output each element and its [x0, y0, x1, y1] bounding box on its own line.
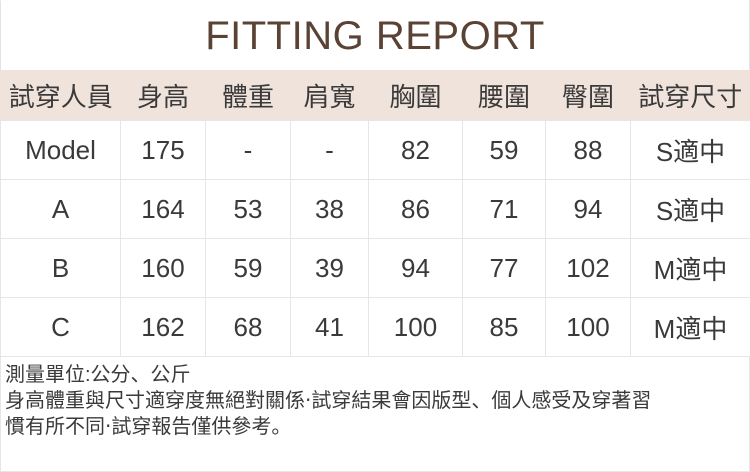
column-header-height: 身高: [120, 70, 206, 121]
cell-hip: 88: [545, 120, 631, 180]
cell-shoulder: 41: [290, 297, 369, 357]
column-header-bust: 胸圍: [368, 70, 463, 121]
table-body: Model 175 - - 82 59 88 S適中 A 164 53 38 8…: [0, 120, 750, 357]
column-header-waist: 腰圍: [462, 70, 546, 121]
footnote-line-reference: 慣有所不同‧試穿報告僅供參考。: [5, 416, 292, 438]
cell-size: S適中: [630, 179, 750, 239]
table-row: A 164 53 38 86 71 94 S適中: [0, 179, 750, 239]
cell-bust: 82: [368, 120, 463, 180]
cell-hip: 102: [545, 238, 631, 298]
cell-waist: 77: [462, 238, 546, 298]
column-header-person: 試穿人員: [0, 70, 121, 121]
table-header-row: 試穿人員 身高 體重 肩寬 胸圍 腰圍 臀圍 試穿尺寸: [0, 70, 750, 121]
table-row: B 160 59 39 94 77 102 M適中: [0, 238, 750, 298]
cell-height: 160: [120, 238, 206, 298]
cell-bust: 86: [368, 179, 463, 239]
fitting-report-table: 試穿人員 身高 體重 肩寬 胸圍 腰圍 臀圍 試穿尺寸 Model 175 - …: [0, 70, 750, 357]
cell-person: A: [0, 179, 121, 239]
column-header-hip: 臀圍: [545, 70, 631, 121]
table-header: 試穿人員 身高 體重 肩寬 胸圍 腰圍 臀圍 試穿尺寸: [0, 70, 750, 121]
cell-hip: 100: [545, 297, 631, 357]
cell-shoulder: -: [290, 120, 369, 180]
column-header-shoulder: 肩寬: [290, 70, 369, 121]
column-header-size: 試穿尺寸: [630, 70, 750, 121]
cell-height: 164: [120, 179, 206, 239]
cell-weight: 59: [205, 238, 291, 298]
cell-height: 162: [120, 297, 206, 357]
footnote-block: 測量單位:公分、公斤 身高體重與尺寸適穿度無絕對關係‧試穿結果會因版型、個人感受…: [0, 357, 750, 472]
cell-person: C: [0, 297, 121, 357]
cell-shoulder: 39: [290, 238, 369, 298]
table-row: C 162 68 41 100 85 100 M適中: [0, 297, 750, 357]
table-row: Model 175 - - 82 59 88 S適中: [0, 120, 750, 180]
cell-size: M適中: [630, 238, 750, 298]
cell-person: Model: [0, 120, 121, 180]
cell-size: M適中: [630, 297, 750, 357]
cell-bust: 94: [368, 238, 463, 298]
footnote-line-disclaimer: 身高體重與尺寸適穿度無絕對關係‧試穿結果會因版型、個人感受及穿著習: [5, 390, 652, 412]
cell-waist: 71: [462, 179, 546, 239]
cell-shoulder: 38: [290, 179, 369, 239]
page-title: FITTING REPORT: [205, 13, 545, 58]
cell-size: S適中: [630, 120, 750, 180]
cell-weight: 53: [205, 179, 291, 239]
cell-weight: -: [205, 120, 291, 180]
cell-waist: 59: [462, 120, 546, 180]
title-bar: FITTING REPORT: [0, 0, 750, 70]
cell-weight: 68: [205, 297, 291, 357]
cell-height: 175: [120, 120, 206, 180]
footnote-line-units: 測量單位:公分、公斤: [5, 364, 191, 386]
cell-waist: 85: [462, 297, 546, 357]
cell-bust: 100: [368, 297, 463, 357]
column-header-weight: 體重: [205, 70, 291, 121]
cell-hip: 94: [545, 179, 631, 239]
cell-person: B: [0, 238, 121, 298]
